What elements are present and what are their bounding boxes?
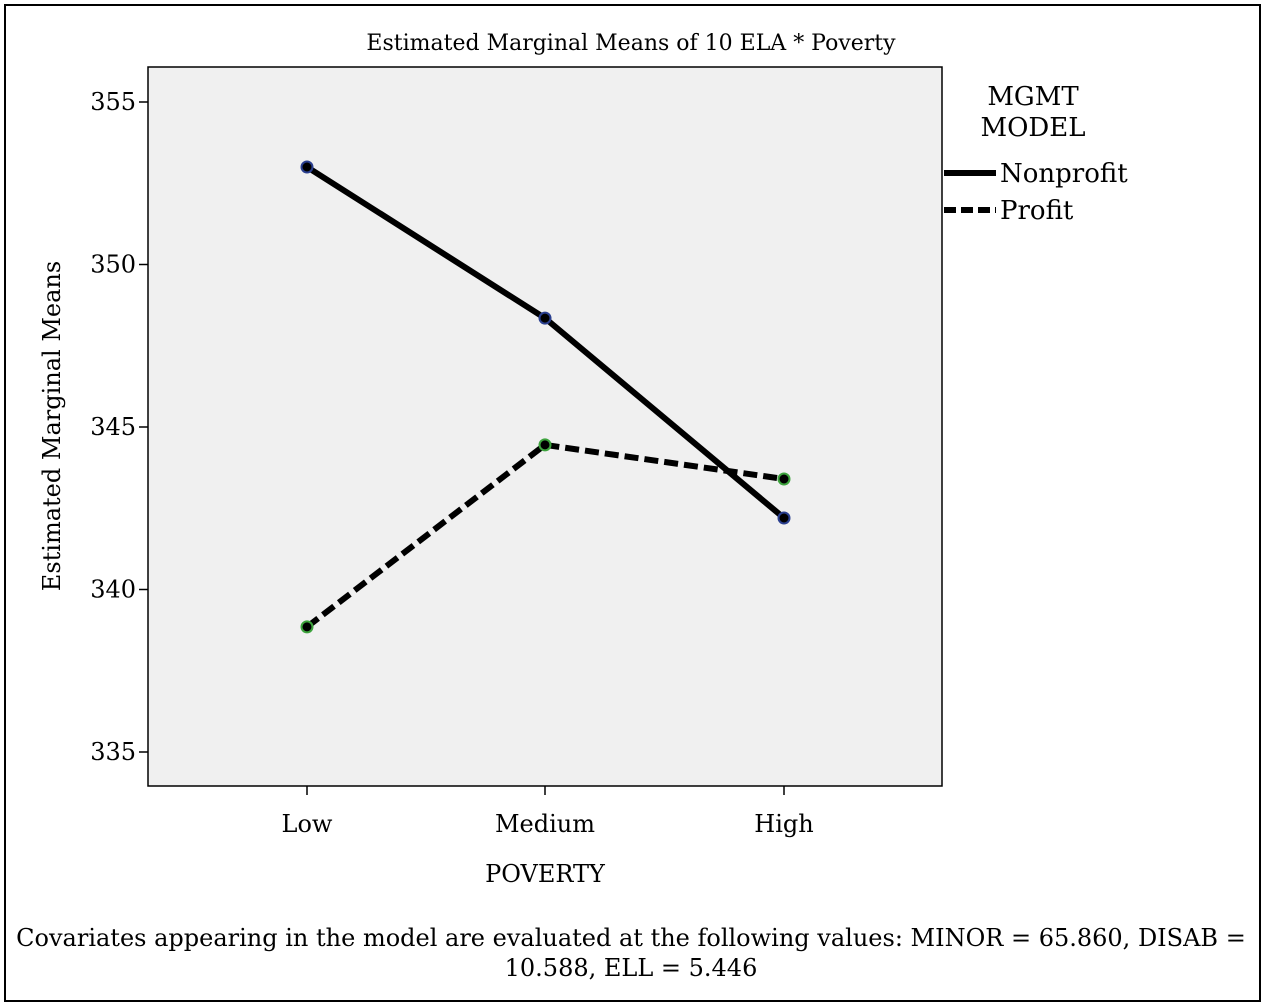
footnote-line2: 10.588, ELL = 5.446 xyxy=(505,954,758,982)
x-axis-label: POVERTY xyxy=(485,860,606,888)
legend-label-profit: Profit xyxy=(1000,196,1074,226)
legend-title-line2: MODEL xyxy=(980,113,1085,143)
y-tick-label: 340 xyxy=(90,576,136,604)
data-point-profit xyxy=(777,472,791,486)
axis-ticks: 335 340 345 350 355 Low Medium High xyxy=(90,88,814,838)
data-point-profit xyxy=(538,438,552,452)
y-tick-label: 335 xyxy=(90,738,136,766)
data-point-nonprofit xyxy=(777,511,791,525)
x-tick-label: High xyxy=(754,810,813,838)
chart-title: Estimated Marginal Means of 10 ELA * Pov… xyxy=(366,31,896,56)
x-tick-label: Low xyxy=(282,810,333,838)
footnote-line1: Covariates appearing in the model are ev… xyxy=(16,924,1246,952)
data-point-profit xyxy=(300,620,314,634)
y-tick-label: 345 xyxy=(90,413,136,441)
y-tick-label: 350 xyxy=(90,251,136,279)
y-axis-label: Estimated Marginal Means xyxy=(38,261,66,591)
legend-title-line1: MGMT xyxy=(987,82,1079,112)
data-point-nonprofit xyxy=(300,160,314,174)
plot-area xyxy=(147,66,943,787)
y-tick-label: 355 xyxy=(90,88,136,116)
legend-label-nonprofit: Nonprofit xyxy=(1000,159,1128,189)
x-tick-label: Medium xyxy=(495,810,595,838)
legend: Nonprofit Profit xyxy=(944,159,1128,226)
series-line-profit xyxy=(305,441,785,630)
data-point-nonprofit xyxy=(538,311,552,325)
series-layer xyxy=(300,160,791,634)
